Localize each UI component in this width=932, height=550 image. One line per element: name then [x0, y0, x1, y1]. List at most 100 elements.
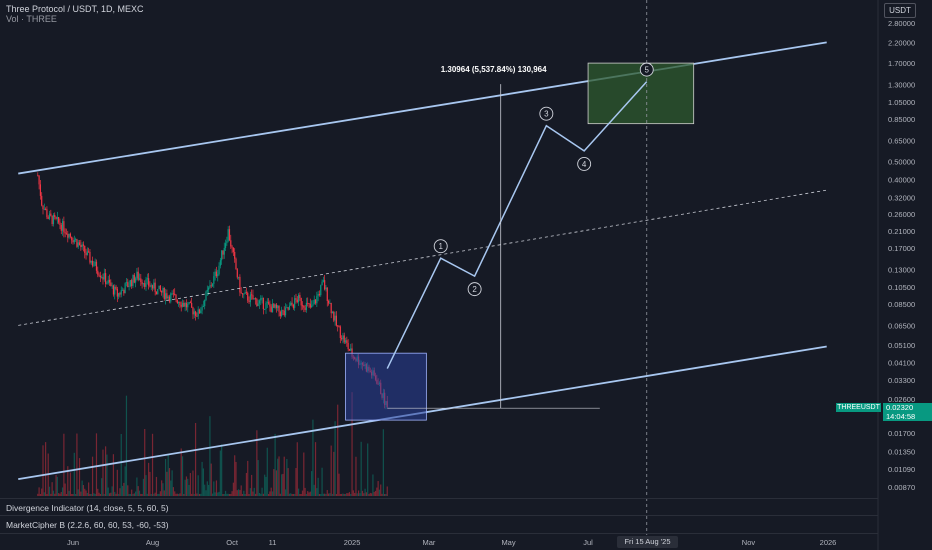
volume-bar	[204, 484, 206, 496]
divergence-indicator-legend[interactable]: Divergence Indicator (14, close, 5, 5, 6…	[6, 503, 169, 513]
candle-body	[295, 298, 297, 300]
candle-body	[136, 271, 138, 279]
volume-bar	[346, 493, 348, 496]
candle-body	[213, 276, 215, 284]
symbol-title[interactable]: Three Protocol / USDT, 1D, MEXC	[6, 4, 144, 14]
candle-body	[248, 300, 250, 303]
volume-bar	[164, 458, 167, 496]
candle-body	[193, 311, 195, 315]
volume-bar	[125, 395, 128, 496]
pane-separator[interactable]	[0, 515, 878, 516]
volume-bar	[296, 442, 298, 496]
volume-bar	[43, 492, 45, 496]
volume-legend[interactable]: Vol · THREE	[6, 14, 57, 24]
volume-bar	[343, 493, 345, 496]
volume-bar	[51, 482, 53, 496]
candle-body	[343, 335, 345, 343]
candle-body	[299, 295, 301, 298]
volume-bar	[291, 493, 293, 496]
volume-bar	[320, 493, 322, 496]
volume-bar	[136, 477, 138, 496]
price-range-measure[interactable]: 1.30964 (5,537.84%) 130,964	[387, 65, 600, 409]
volume-bar	[161, 480, 163, 496]
volume-bar	[39, 493, 42, 496]
volume-bar	[214, 492, 216, 496]
volume-bar	[221, 444, 223, 496]
candle-body	[313, 299, 315, 305]
volume-bar	[106, 454, 108, 496]
candle-body	[210, 285, 212, 287]
volume-bar	[77, 489, 79, 496]
pane-separator[interactable]	[0, 533, 878, 534]
entry-zone-box[interactable]	[345, 352, 427, 421]
price-axis[interactable]: 2.80000 2.20000 1.70000 1.30000 1.05000 0.850…	[877, 0, 915, 550]
candle-body	[120, 290, 122, 295]
wave-label-1[interactable]: 1	[433, 239, 448, 254]
volume-bar	[103, 493, 105, 496]
candle-body	[91, 260, 94, 266]
wave-label-circle	[539, 106, 554, 121]
volume-bar	[180, 448, 182, 496]
channel-line-upper[interactable]	[18, 41, 827, 175]
wave-label-circle	[577, 156, 592, 171]
volume-bar	[104, 446, 107, 496]
volume-bar	[265, 476, 267, 496]
candle-body	[77, 242, 79, 247]
volume-bar	[312, 419, 314, 496]
candle-body	[181, 302, 184, 307]
candle-body	[292, 304, 294, 308]
elliott-wave-projection[interactable]: 1 2 3 4 5	[386, 62, 654, 369]
candle-body	[37, 175, 39, 177]
volume-bar	[299, 493, 301, 496]
volume-bar	[360, 441, 362, 496]
volume-bar	[110, 492, 112, 496]
candle-body	[106, 283, 108, 284]
wave-label-3[interactable]: 3	[539, 106, 554, 121]
volume-bar	[352, 490, 354, 496]
time-axis[interactable]: Jun Aug Oct 11 2025 Mar May Jul Nov 2026	[67, 538, 836, 547]
volume-bar	[335, 493, 338, 496]
volume-bar	[368, 493, 370, 496]
marketcipher-indicator-legend[interactable]: MarketCipher B (2.2.6, 60, 60, 53, -60, …	[6, 520, 169, 530]
candle-body	[196, 315, 198, 317]
volume-bar	[42, 445, 44, 496]
volume-bar	[223, 493, 225, 496]
candle-body	[108, 279, 111, 283]
candle-body	[309, 303, 311, 308]
volume-bar	[247, 460, 249, 496]
candle-body	[131, 280, 133, 287]
volume-bar	[127, 485, 129, 496]
wave-label-5[interactable]: 5	[639, 62, 654, 77]
volume-bar	[339, 494, 341, 496]
volume-bar	[261, 487, 263, 496]
wave-path[interactable]	[386, 81, 648, 369]
price-tick-label: 1.05000	[888, 98, 915, 107]
volume-bar	[373, 491, 375, 496]
candle-body	[86, 251, 88, 256]
trade-zones[interactable]	[345, 0, 695, 535]
volume-bar	[267, 493, 270, 496]
candle-body	[222, 250, 224, 255]
price-tick-label: 2.80000	[888, 19, 915, 28]
volume-bar	[123, 482, 125, 496]
volume-bar	[189, 473, 191, 496]
volume-bar	[119, 488, 121, 496]
wave-label-2[interactable]: 2	[467, 282, 482, 297]
pane-separator[interactable]	[0, 498, 878, 499]
time-tick-label: 11	[269, 538, 277, 547]
wave-label-4[interactable]: 4	[577, 156, 592, 171]
volume-bar	[369, 492, 371, 496]
candle-body	[94, 261, 96, 266]
currency-button[interactable]: USDT	[884, 3, 916, 18]
volume-bar	[54, 493, 56, 496]
time-tick-label: Jun	[67, 538, 79, 547]
volume-bar	[327, 493, 330, 496]
volume-bar	[153, 493, 155, 496]
channel-line-middle[interactable]	[18, 189, 827, 326]
candle-body	[80, 244, 82, 248]
candle-body	[351, 348, 353, 357]
volume-bar	[201, 461, 203, 496]
wave-label-text: 4	[582, 160, 587, 169]
candle-body	[125, 282, 128, 284]
